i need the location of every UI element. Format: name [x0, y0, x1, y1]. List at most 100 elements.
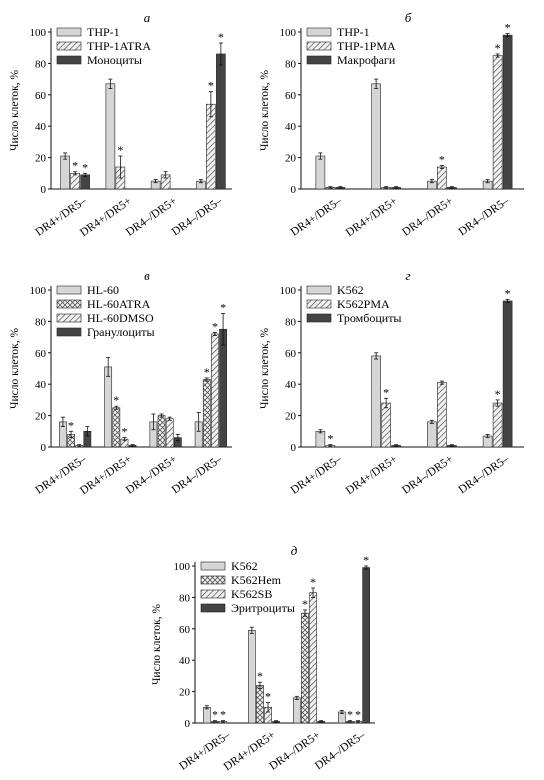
- bar: [248, 630, 256, 724]
- y-tick-label: 20: [35, 153, 47, 165]
- significance-star: *: [347, 708, 353, 722]
- bar: [165, 418, 174, 448]
- y-tick-label: 80: [285, 316, 297, 328]
- y-tick-label: 100: [30, 285, 47, 297]
- bar: [492, 55, 503, 190]
- significance-star: *: [113, 393, 119, 407]
- y-tick-label: 40: [285, 379, 297, 391]
- bar: [60, 155, 70, 190]
- significance-star: *: [302, 597, 308, 611]
- legend-label: K562Hem: [231, 573, 282, 587]
- significance-star: *: [121, 425, 127, 439]
- bar: [202, 379, 211, 448]
- legend-label: Эритроциты: [231, 601, 295, 615]
- significance-star: *: [505, 286, 511, 300]
- legend-label: K562: [231, 559, 258, 573]
- y-tick-label: 0: [41, 442, 47, 454]
- category-label: DR4+/DR5–: [289, 195, 344, 239]
- y-tick-label: 20: [285, 153, 297, 165]
- bar: [211, 333, 219, 448]
- significance-star: *: [212, 319, 218, 333]
- y-tick-label: 60: [35, 90, 47, 102]
- significance-star: *: [383, 385, 389, 399]
- significance-star: *: [208, 79, 214, 93]
- legend-label: THP-1: [87, 25, 120, 39]
- significance-star: *: [82, 160, 88, 174]
- legend-label: HL-60DMSO: [87, 311, 154, 325]
- category-label: DR4–/DR5–: [170, 453, 225, 496]
- bar: [112, 407, 121, 448]
- bar: [371, 83, 381, 190]
- legend-swatch: [306, 299, 332, 309]
- significance-star: *: [117, 143, 123, 157]
- category-label: DR4–/DR5+: [400, 453, 455, 497]
- y-tick-label: 60: [179, 624, 191, 636]
- category-label: DR4–/DR5+: [267, 729, 322, 773]
- significance-star: *: [310, 575, 316, 589]
- y-tick-label: 0: [185, 718, 191, 730]
- bar: [309, 592, 317, 724]
- significance-star: *: [220, 301, 226, 315]
- significance-star: *: [363, 553, 369, 567]
- legend-label: Моноциты: [87, 53, 142, 67]
- legend-label: THP-1: [337, 25, 370, 39]
- y-tick-label: 60: [35, 348, 47, 360]
- legend-swatch: [306, 27, 332, 37]
- bar: [157, 415, 166, 448]
- y-axis-label: Число клеток, %: [9, 328, 21, 409]
- bar: [362, 567, 371, 724]
- significance-star: *: [220, 708, 226, 722]
- legend-label: HL-60ATRA: [87, 297, 151, 311]
- significance-star: *: [495, 387, 501, 401]
- y-tick-label: 20: [285, 411, 297, 423]
- significance-star: *: [265, 690, 271, 704]
- legend-swatch: [56, 299, 82, 309]
- y-axis-label: Число клеток, %: [259, 328, 271, 409]
- legend-label: K562PMA: [337, 297, 390, 311]
- legend-label: K562: [337, 283, 364, 297]
- y-tick-label: 40: [35, 121, 47, 133]
- legend-label: THP-1PMA: [337, 39, 396, 53]
- y-tick-label: 20: [35, 411, 47, 423]
- category-label: DR4–/DR5+: [124, 195, 179, 239]
- category-label: DR4–/DR5–: [457, 453, 512, 496]
- y-tick-label: 40: [285, 121, 297, 133]
- significance-star: *: [505, 21, 511, 35]
- y-tick-label: 100: [174, 561, 191, 573]
- y-tick-label: 60: [285, 348, 297, 360]
- legend-label: K562SB: [231, 587, 272, 601]
- y-tick-label: 0: [291, 442, 297, 454]
- y-tick-label: 80: [285, 58, 297, 70]
- chart-panel-3: г Число клеток, % 0 20 40 60 80 100 * DR4+/DR5– * D…: [259, 268, 524, 497]
- bar: [203, 706, 211, 724]
- bar: [502, 300, 513, 448]
- category-label: DR4+/DR5+: [344, 195, 400, 239]
- bar: [301, 612, 309, 724]
- significance-star: *: [204, 365, 210, 379]
- significance-star: *: [72, 159, 78, 173]
- y-tick-label: 100: [280, 27, 297, 39]
- y-axis-label: Число клеток, %: [9, 70, 21, 151]
- panel-letter: в: [144, 268, 150, 283]
- y-axis-label: Число клеток, %: [259, 70, 271, 151]
- y-tick-label: 100: [280, 285, 297, 297]
- y-axis-label: Число клеток, %: [151, 604, 163, 685]
- legend-swatch: [56, 41, 82, 51]
- bar: [80, 174, 90, 190]
- significance-star: *: [495, 41, 501, 55]
- y-tick-label: 40: [179, 655, 191, 667]
- bar: [70, 173, 80, 190]
- significance-star: *: [218, 30, 224, 44]
- legend-swatch: [306, 41, 332, 51]
- category-label: DR4–/DR5–: [457, 195, 512, 238]
- legend-swatch: [56, 327, 82, 337]
- bar: [219, 328, 227, 448]
- bar: [437, 166, 447, 190]
- legend-swatch: [306, 55, 332, 65]
- significance-star: *: [257, 669, 263, 683]
- legend-swatch: [306, 285, 332, 295]
- y-tick-label: 40: [35, 379, 47, 391]
- significance-star: *: [439, 152, 445, 166]
